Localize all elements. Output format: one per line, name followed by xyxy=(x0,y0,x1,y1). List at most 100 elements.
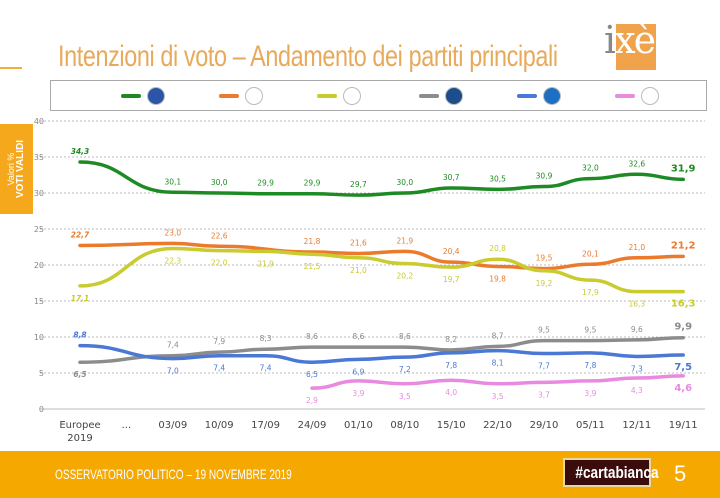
data-label: 31,9 xyxy=(671,163,696,174)
data-label: 30,5 xyxy=(489,174,506,183)
legend-swatch xyxy=(121,94,141,98)
x-tick-label: 08/10 xyxy=(390,420,419,431)
x-tick-label: 19/11 xyxy=(669,420,698,431)
x-tick-label: 12/11 xyxy=(622,420,651,431)
data-label: 4,0 xyxy=(445,388,457,397)
x-tick-label: 24/09 xyxy=(298,420,327,431)
x-tick-label: 22/10 xyxy=(483,420,512,431)
data-label: 30,0 xyxy=(211,178,228,187)
data-label: 21,2 xyxy=(671,240,696,251)
legend-swatch xyxy=(219,94,239,98)
series-line xyxy=(78,335,685,364)
y-tick-label: 0 xyxy=(39,405,44,414)
y-tick-label: 20 xyxy=(34,261,44,270)
data-label: 22,0 xyxy=(211,259,228,268)
data-label: 8,1 xyxy=(492,359,504,368)
data-label: 34,3 xyxy=(71,147,90,156)
data-label: 8,8 xyxy=(73,331,86,340)
data-label: 7,8 xyxy=(445,361,457,370)
data-label: 8,2 xyxy=(445,335,457,344)
page-title: Intenzioni di voto – Andamento dei parti… xyxy=(58,40,558,73)
y-tick-label: 5 xyxy=(39,369,44,378)
legend-swatch xyxy=(615,94,635,98)
x-tick-label: 10/09 xyxy=(205,420,234,431)
data-label: 2,9 xyxy=(306,396,318,405)
legend-item xyxy=(317,87,361,105)
data-label: 7,7 xyxy=(538,362,550,371)
legend-swatch xyxy=(517,94,537,98)
data-label: 30,7 xyxy=(443,173,460,182)
x-tick-label: 01/10 xyxy=(344,420,373,431)
data-label: 30,9 xyxy=(536,172,553,181)
page-number: 5 xyxy=(674,461,687,486)
data-label: 30,1 xyxy=(164,177,181,186)
cartabianca-badge: #cartabianca xyxy=(563,458,659,487)
y-tick-label: 25 xyxy=(34,225,44,234)
data-label: 17,1 xyxy=(71,294,90,303)
data-label: 29,9 xyxy=(304,179,321,188)
data-label: 6,9 xyxy=(352,367,364,376)
unit-label-box: Valori % VOTI VALIDI xyxy=(0,124,33,214)
data-label: 3,9 xyxy=(352,389,364,398)
data-label: 29,9 xyxy=(257,179,274,188)
legend-item xyxy=(121,87,165,105)
series-line xyxy=(78,160,685,197)
data-label: 32,6 xyxy=(628,159,645,168)
party-logo-icon xyxy=(245,87,263,105)
series-line xyxy=(78,343,685,364)
data-label: 21,0 xyxy=(628,243,645,252)
series-line xyxy=(310,374,685,390)
data-label: 9,5 xyxy=(584,326,596,335)
data-label: 21,6 xyxy=(350,238,367,247)
data-label: 9,5 xyxy=(538,326,550,335)
footer: OSSERVATORIO POLITICO – 19 NOVEMBRE 2019… xyxy=(0,451,720,498)
data-label: 16,3 xyxy=(671,299,696,310)
data-label: 22,6 xyxy=(211,231,228,240)
data-label: 7,8 xyxy=(584,361,596,370)
data-label: 21,9 xyxy=(257,259,274,268)
data-label: 30,0 xyxy=(396,178,413,187)
x-tick-label: 15/10 xyxy=(437,420,466,431)
data-label: 3,9 xyxy=(584,389,596,398)
x-tick-label: ... xyxy=(122,420,132,431)
data-label: 8,7 xyxy=(492,331,504,340)
chart-legend xyxy=(50,80,707,111)
title-rule xyxy=(0,67,22,69)
x-tick-label: 03/09 xyxy=(158,420,187,431)
data-label: 8,3 xyxy=(260,334,272,343)
data-label: 19,5 xyxy=(536,254,553,263)
data-label: 19,8 xyxy=(489,274,506,283)
data-label: 23,0 xyxy=(164,228,181,237)
data-label: 22,3 xyxy=(164,256,181,265)
data-label: 4,3 xyxy=(631,386,643,395)
series-line xyxy=(78,246,685,294)
y-tick-label: 35 xyxy=(34,153,44,162)
data-label: 7,5 xyxy=(674,362,692,373)
legend-swatch xyxy=(419,94,439,98)
legend-swatch xyxy=(317,94,337,98)
y-tick-label: 10 xyxy=(34,333,44,342)
line-chart: 0 5 10 15 20 25 30 35 40 Europee 2019... 03/09 10/09… xyxy=(34,117,705,444)
data-label: 9,6 xyxy=(631,325,643,334)
data-label: 7,0 xyxy=(167,367,179,376)
legend-item xyxy=(517,87,561,105)
data-label: 3,7 xyxy=(538,390,550,399)
data-label: 3,5 xyxy=(399,392,411,401)
y-tick-label: 40 xyxy=(34,117,44,126)
data-label: 8,6 xyxy=(306,332,318,341)
data-label: 21,0 xyxy=(350,266,367,275)
data-label: 19,2 xyxy=(536,279,553,288)
data-label: 17,9 xyxy=(582,288,599,297)
legend-item xyxy=(219,87,263,105)
data-label: 7,3 xyxy=(631,364,643,373)
badge-text: #cartabianca xyxy=(575,463,659,482)
data-label: 21,5 xyxy=(304,262,321,271)
data-label: 21,9 xyxy=(396,236,413,245)
data-label: 29,7 xyxy=(350,180,367,189)
data-label: 20,4 xyxy=(443,247,460,256)
y-tick-label: 15 xyxy=(34,297,44,306)
x-tick-label: 29/10 xyxy=(530,420,559,431)
data-label: 21,8 xyxy=(304,237,321,246)
party-logo-icon xyxy=(147,87,165,105)
x-tick-label: 05/11 xyxy=(576,420,605,431)
